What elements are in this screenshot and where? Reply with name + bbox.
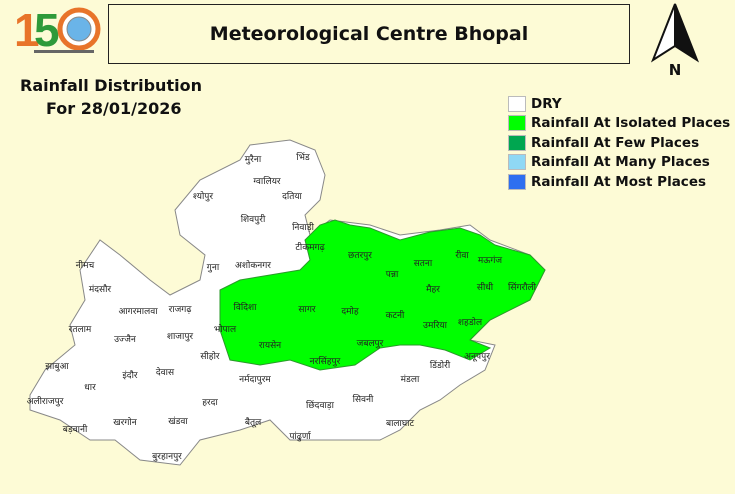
district-label: मंडला bbox=[401, 374, 420, 385]
district-label: डिंडोरी bbox=[430, 359, 451, 371]
district-label: सिंगरौली bbox=[508, 281, 537, 293]
district-label: देवास bbox=[156, 366, 175, 378]
subtitle-line1: Rainfall Distribution bbox=[20, 76, 202, 95]
district-label: झाबुआ bbox=[45, 362, 69, 372]
svg-text:5: 5 bbox=[34, 4, 60, 56]
district-label: आगरमालवा bbox=[118, 307, 158, 317]
district-label: कटनी bbox=[386, 309, 405, 321]
district-label: भोपाल bbox=[214, 323, 237, 335]
district-label: सिवनी bbox=[353, 393, 374, 405]
district-label: उमरिया bbox=[423, 319, 448, 331]
district-label: बालाघाट bbox=[386, 419, 415, 429]
legend-item: Rainfall At Many Places bbox=[508, 153, 730, 173]
district-label: नर्मदापुरम bbox=[239, 373, 271, 385]
legend-item: DRY bbox=[508, 94, 730, 114]
legend-item: Rainfall At Isolated Places bbox=[508, 114, 730, 134]
district-label: अलीराजपुर bbox=[27, 395, 64, 407]
district-label: अशोकनगर bbox=[235, 259, 271, 271]
page-title: Meteorological Centre Bhopal bbox=[108, 4, 630, 64]
north-arrow-icon: N bbox=[650, 3, 700, 78]
district-label: सीधी bbox=[477, 281, 494, 293]
district-label: बैतूल bbox=[245, 416, 262, 428]
legend-swatch bbox=[508, 173, 526, 190]
legend-label: DRY bbox=[531, 95, 562, 112]
district-label: शाजापुर bbox=[167, 332, 194, 342]
district-label: विदिशा bbox=[234, 301, 258, 313]
district-label: खरगोन bbox=[113, 416, 137, 428]
district-label: राजगढ़ bbox=[169, 305, 193, 315]
district-label: नीमच bbox=[76, 259, 95, 271]
district-label: छतरपुर bbox=[348, 251, 372, 261]
district-label: मुरैना bbox=[245, 153, 262, 165]
legend-swatch bbox=[508, 115, 526, 132]
district-label: मैहर bbox=[426, 283, 440, 295]
legend-swatch bbox=[508, 154, 526, 171]
legend-swatch bbox=[508, 134, 526, 151]
legend-item: Rainfall At Few Places bbox=[508, 133, 730, 153]
district-label: सतना bbox=[414, 259, 433, 269]
district-label: श्योपुर bbox=[193, 190, 213, 202]
district-label: मंदसौर bbox=[89, 283, 112, 295]
district-label: रतलाम bbox=[69, 325, 92, 335]
imd-150-logo: 1 5 bbox=[14, 4, 101, 56]
district-label: मऊगंज bbox=[478, 255, 503, 266]
district-label: उज्जैन bbox=[114, 333, 137, 345]
district-label: हरदा bbox=[202, 398, 218, 408]
isolated-rainfall-region bbox=[219, 219, 546, 371]
district-label: नरसिंहपुर bbox=[310, 355, 341, 367]
district-label: सीहोर bbox=[200, 350, 220, 362]
svg-text:1: 1 bbox=[14, 4, 40, 56]
north-label: N bbox=[669, 61, 682, 78]
district-label: निवाड़ी bbox=[292, 221, 314, 233]
district-label: जबलपुर bbox=[357, 339, 384, 349]
legend-label: Rainfall At Many Places bbox=[531, 154, 710, 171]
district-label: पन्ना bbox=[386, 270, 399, 280]
district-label: सागर bbox=[298, 305, 315, 315]
district-label: गुना bbox=[207, 263, 220, 273]
legend-swatch bbox=[508, 95, 526, 112]
district-label: अनूपपुर bbox=[464, 352, 490, 362]
district-label: खंडवा bbox=[168, 416, 188, 427]
district-label: पांढुर्णा bbox=[289, 430, 311, 442]
district-label: बड़वानी bbox=[63, 423, 88, 435]
legend-label: Rainfall At Isolated Places bbox=[531, 115, 731, 132]
district-label: छिंदवाड़ा bbox=[306, 399, 335, 411]
district-label: ग्वालियर bbox=[253, 175, 281, 187]
legend-label: Rainfall At Most Places bbox=[531, 173, 707, 190]
district-label: शिवपुरी bbox=[241, 213, 266, 225]
district-label: बुरहानपुर bbox=[152, 452, 182, 462]
district-label: दमोह bbox=[341, 305, 358, 317]
subtitle-line2: For 28/01/2026 bbox=[46, 99, 182, 118]
district-label: रायसेन bbox=[259, 339, 282, 351]
district-label: भिंड bbox=[296, 151, 310, 163]
district-label: शहडोल bbox=[458, 316, 483, 328]
district-label: इंदौर bbox=[122, 369, 138, 381]
legend-item: Rainfall At Most Places bbox=[508, 172, 730, 192]
district-label: धार bbox=[84, 383, 96, 393]
district-label: दतिया bbox=[282, 190, 302, 202]
legend-label: Rainfall At Few Places bbox=[531, 134, 700, 151]
district-label: टीकमगढ़ bbox=[295, 241, 325, 253]
district-label: रीवा bbox=[455, 249, 469, 261]
legend: DRY Rainfall At Isolated Places Rainfall A… bbox=[508, 94, 730, 192]
